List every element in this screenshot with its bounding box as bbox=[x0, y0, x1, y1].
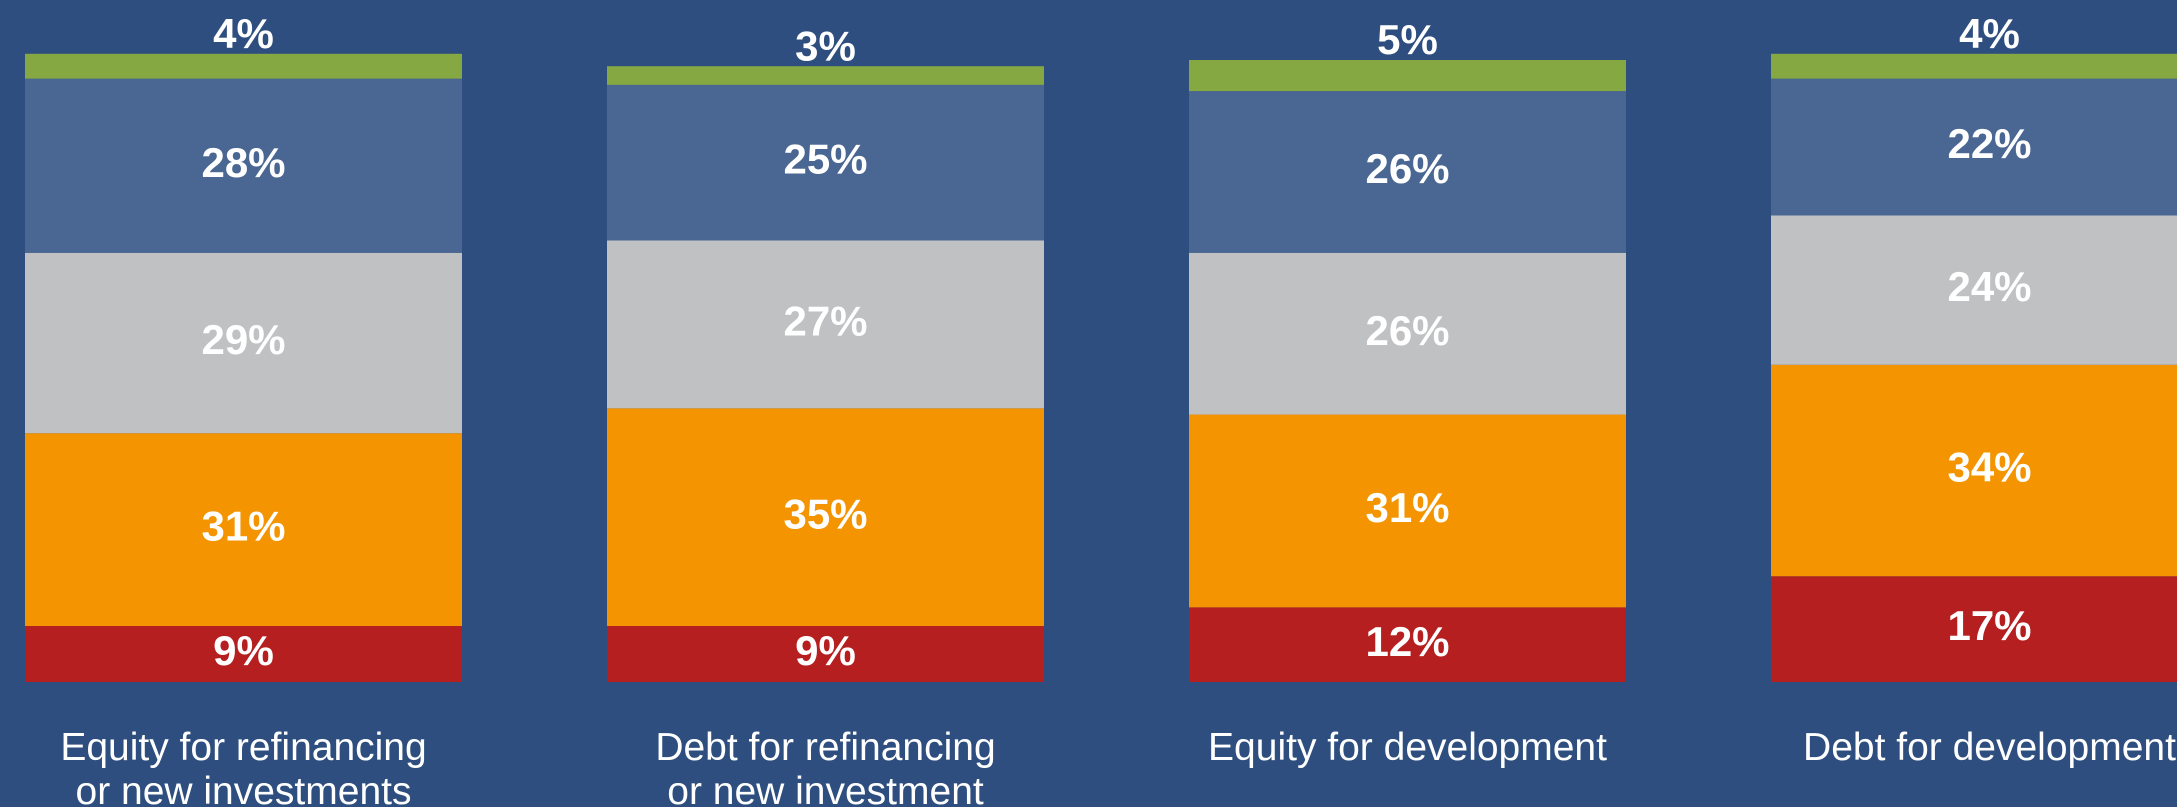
category-label-line: Debt for refinancing bbox=[655, 726, 995, 769]
bar-segment bbox=[607, 84, 1044, 241]
data-label: 24% bbox=[1947, 263, 2031, 310]
bar-segment bbox=[25, 78, 462, 253]
data-label: 9% bbox=[795, 627, 856, 674]
data-label: 34% bbox=[1947, 444, 2031, 491]
bar-segment bbox=[1771, 53, 2177, 79]
category-label-line: Debt for development bbox=[1803, 726, 2176, 769]
data-label: 12% bbox=[1365, 618, 1449, 665]
data-label: 4% bbox=[1959, 10, 2020, 57]
category-label: Debt for development bbox=[1803, 726, 2176, 769]
bar-segment bbox=[1189, 252, 1626, 415]
category-label-line: Equity for development bbox=[1208, 726, 1607, 769]
data-label: 35% bbox=[783, 490, 867, 537]
category-label-line: or new investments bbox=[76, 770, 412, 807]
data-label: 5% bbox=[1377, 16, 1438, 63]
bar-segment bbox=[607, 408, 1044, 627]
data-label: 31% bbox=[1365, 484, 1449, 531]
data-label: 22% bbox=[1947, 120, 2031, 167]
category-label: Equity for development bbox=[1208, 726, 1607, 769]
bar-segment bbox=[25, 252, 462, 434]
data-label: 27% bbox=[783, 297, 867, 344]
bar-segment bbox=[1189, 414, 1626, 608]
bar-segment bbox=[1189, 91, 1626, 253]
bar-segment bbox=[1771, 78, 2177, 216]
bar-segment bbox=[25, 433, 462, 627]
bar-segment bbox=[25, 53, 462, 79]
data-label: 9% bbox=[213, 627, 274, 674]
data-label: 28% bbox=[201, 139, 285, 186]
bar-segment bbox=[1771, 576, 2177, 682]
data-label: 29% bbox=[201, 316, 285, 363]
data-label: 26% bbox=[1365, 307, 1449, 354]
data-label: 17% bbox=[1947, 602, 2031, 649]
bar-segment bbox=[1189, 60, 1626, 92]
category-label-line: Equity for refinancing bbox=[60, 726, 426, 769]
bar-segment bbox=[607, 626, 1044, 682]
category-label-line: or new investment bbox=[667, 770, 984, 807]
category-label: Equity for refinancing or new investments bbox=[60, 726, 426, 807]
data-label: 26% bbox=[1365, 145, 1449, 192]
bar-segment bbox=[1771, 364, 2177, 577]
bar-segment bbox=[1189, 607, 1626, 682]
data-label: 4% bbox=[213, 10, 274, 57]
bar-segment bbox=[607, 240, 1044, 409]
bar-segment bbox=[607, 66, 1044, 85]
data-label: 25% bbox=[783, 136, 867, 183]
data-label: 3% bbox=[795, 22, 856, 69]
bar-segment bbox=[1771, 215, 2177, 365]
category-label: Debt for refinancing or new investment bbox=[655, 726, 995, 807]
bar-segment bbox=[25, 626, 462, 682]
data-label: 31% bbox=[201, 503, 285, 550]
